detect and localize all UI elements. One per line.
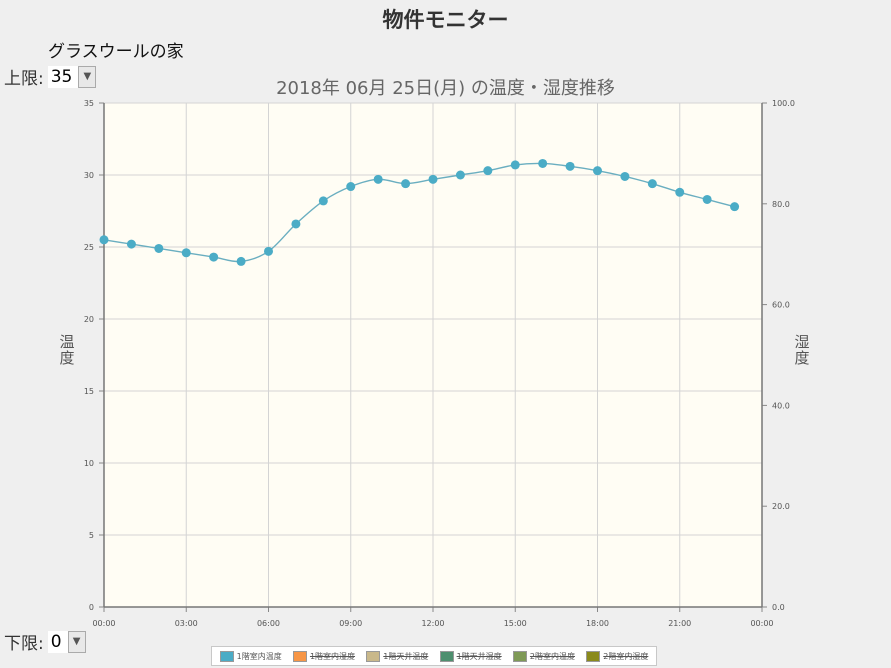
lower-limit-row: 下限: 0 ▼ [4, 629, 86, 654]
data-point [565, 161, 575, 171]
data-point [264, 246, 273, 256]
chart-title: 2018年 06月 25日(月) の温度・湿度推移 [276, 78, 615, 99]
data-point [538, 158, 548, 168]
y-tick-label: 25 [84, 243, 94, 252]
legend-item[interactable]: 2階室内温度 [512, 650, 576, 662]
property-name: グラスウールの家 [48, 42, 184, 62]
legend-item[interactable]: 1階天井温度 [366, 650, 429, 662]
legend-swatch [366, 650, 381, 662]
data-point [318, 196, 328, 206]
chevron-down-icon[interactable]: ▼ [67, 630, 86, 653]
y-axis-label: 温度 [59, 333, 74, 367]
y-tick-label: 30 [84, 171, 94, 180]
data-point [126, 239, 136, 249]
legend-swatch [586, 650, 601, 662]
upper-limit-value: 35 [50, 66, 73, 87]
data-point [401, 179, 411, 189]
y2-tick-label: 100.0 [772, 99, 795, 108]
data-point [99, 235, 109, 245]
x-tick-label: 15:00 [504, 619, 527, 628]
upper-limit-label: 上限: [4, 69, 44, 89]
data-point [510, 160, 520, 170]
lower-limit-value: 0 [50, 631, 62, 652]
legend-item[interactable]: 1階室内湿度 [292, 650, 356, 662]
chevron-down-icon[interactable]: ▼ [78, 65, 97, 88]
data-point [181, 248, 191, 258]
legend-item[interactable]: 1階天井湿度 [439, 650, 502, 662]
x-tick-label: 09:00 [339, 619, 362, 628]
legend-swatch [292, 650, 307, 662]
lower-limit-select[interactable]: 0 ▼ [47, 630, 86, 653]
y2-tick-label: 40.0 [772, 401, 790, 410]
data-point [620, 171, 630, 181]
data-point [291, 219, 301, 229]
y2-tick-label: 80.0 [772, 200, 790, 209]
data-point [236, 256, 246, 266]
data-point [209, 252, 219, 262]
y-tick-label: 20 [84, 315, 94, 324]
upper-limit-row: 上限: 35 ▼ [4, 64, 97, 89]
y2-axis-label: 湿度 [794, 333, 809, 367]
upper-limit-select[interactable]: 35 ▼ [47, 65, 97, 88]
legend-label: 1階室内温度 [236, 651, 282, 661]
page-title: 物件モニター [382, 8, 509, 32]
data-point [483, 166, 493, 176]
legend-item[interactable]: 2階室内湿度 [586, 650, 649, 662]
y-tick-label: 10 [84, 459, 94, 468]
x-tick-label: 21:00 [668, 619, 691, 628]
legend-label: 2階室内湿度 [603, 651, 649, 661]
y-tick-label: 0 [89, 603, 94, 612]
x-tick-label: 18:00 [586, 619, 609, 628]
data-point [373, 174, 383, 184]
data-point [428, 174, 438, 184]
legend-swatch [219, 650, 234, 662]
lower-limit-label: 下限: [4, 634, 44, 654]
y-tick-label: 15 [84, 387, 94, 396]
data-point [675, 187, 685, 197]
legend-swatch [512, 650, 527, 662]
data-point [455, 170, 465, 180]
data-point [154, 243, 164, 253]
y-tick-label: 5 [89, 531, 94, 540]
x-tick-label: 00:00 [750, 619, 773, 628]
legend-item[interactable]: 1階室内温度 [219, 650, 282, 662]
legend-label: 1階天井温度 [383, 651, 429, 661]
legend-label: 2階室内温度 [529, 651, 576, 661]
legend-label: 1階室内湿度 [309, 651, 356, 661]
y2-tick-label: 0.0 [772, 603, 785, 612]
y2-tick-label: 60.0 [772, 301, 790, 310]
x-tick-label: 03:00 [175, 619, 198, 628]
legend-swatch [439, 650, 454, 662]
x-tick-label: 06:00 [257, 619, 280, 628]
legend-label: 1階天井湿度 [456, 651, 502, 661]
x-tick-label: 00:00 [92, 619, 115, 628]
data-point [702, 194, 712, 204]
data-point [593, 166, 602, 176]
data-point [647, 179, 657, 189]
chart-legend: 1階室内温度 1階室内湿度 1階天井温度 1階天井湿度 2階室内温度 2階室内湿度 [211, 646, 657, 666]
x-tick-label: 12:00 [421, 619, 444, 628]
data-point [346, 182, 356, 192]
data-point [730, 202, 740, 212]
y-tick-label: 35 [84, 99, 94, 108]
y2-tick-label: 20.0 [772, 502, 790, 511]
